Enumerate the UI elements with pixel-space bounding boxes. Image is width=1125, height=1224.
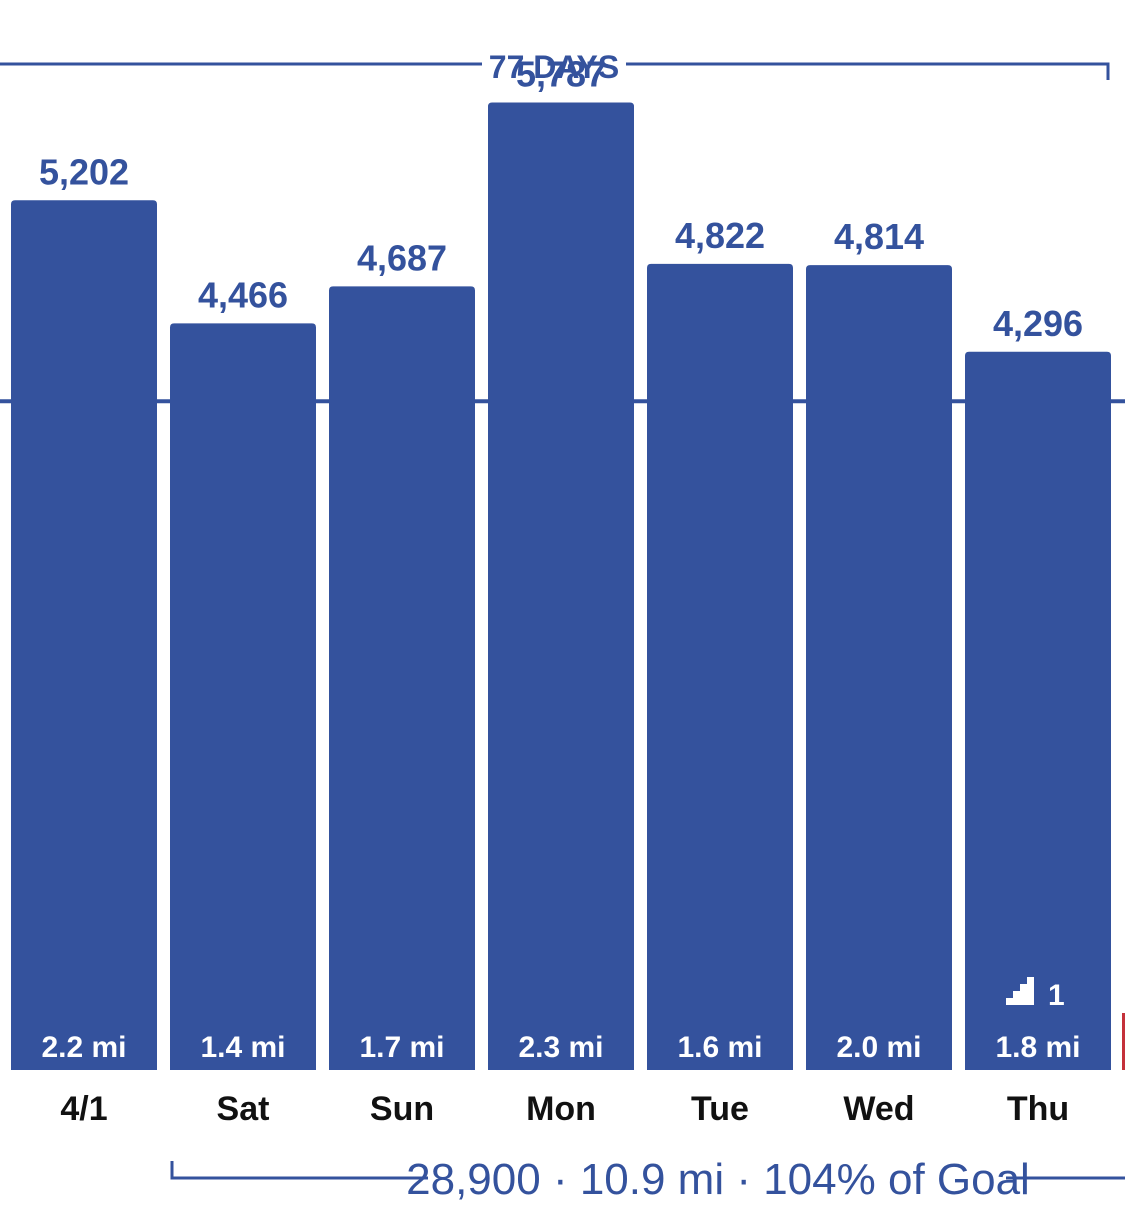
streak-bracket-right xyxy=(626,62,1110,80)
day-label: Tue xyxy=(691,1090,749,1128)
value-label: 4,822 xyxy=(675,215,765,256)
day-label: Mon xyxy=(526,1090,596,1128)
day-label: Sat xyxy=(217,1090,270,1128)
next-day-marker xyxy=(1122,1013,1125,1070)
value-label: 4,466 xyxy=(198,274,288,315)
bar-sat xyxy=(170,323,316,1070)
value-label: 5,202 xyxy=(39,151,129,192)
day-label: Sun xyxy=(370,1090,434,1128)
bars-group: 5,202 2.2 mi 4/1 4,466 1.4 mi Sat 4,687 1.7 mi S… xyxy=(11,53,1111,1128)
bar-mon xyxy=(488,102,634,1070)
streak-label: 77 DAYS xyxy=(489,49,619,85)
value-label: 4,296 xyxy=(993,303,1083,344)
day-label: 4/1 xyxy=(60,1090,107,1128)
distance-label: 2.0 mi xyxy=(836,1031,921,1064)
distance-label: 1.6 mi xyxy=(677,1031,762,1064)
value-label: 4,687 xyxy=(357,237,447,278)
day-label: Thu xyxy=(1007,1090,1069,1128)
distance-label: 1.4 mi xyxy=(200,1031,285,1064)
bar-sun xyxy=(329,286,475,1070)
stairs-count: 1 xyxy=(1048,979,1065,1012)
summary-bracket-left xyxy=(170,1161,428,1180)
distance-label: 1.8 mi xyxy=(995,1031,1080,1064)
day-label: Wed xyxy=(843,1090,914,1128)
distance-label: 2.2 mi xyxy=(41,1031,126,1064)
distance-label: 1.7 mi xyxy=(359,1031,444,1064)
distance-label: 2.3 mi xyxy=(518,1031,603,1064)
value-label: 5,787 xyxy=(516,53,606,94)
bar-wed xyxy=(806,265,952,1070)
bar-tue xyxy=(647,263,793,1070)
stairs-icon xyxy=(1006,977,1034,1005)
bar-thu xyxy=(965,351,1111,1070)
value-label: 4,814 xyxy=(834,216,924,257)
summary-label: 28,900 · 10.9 mi · 104% of Goal xyxy=(406,1155,1030,1204)
bar-4-1 xyxy=(11,200,157,1070)
